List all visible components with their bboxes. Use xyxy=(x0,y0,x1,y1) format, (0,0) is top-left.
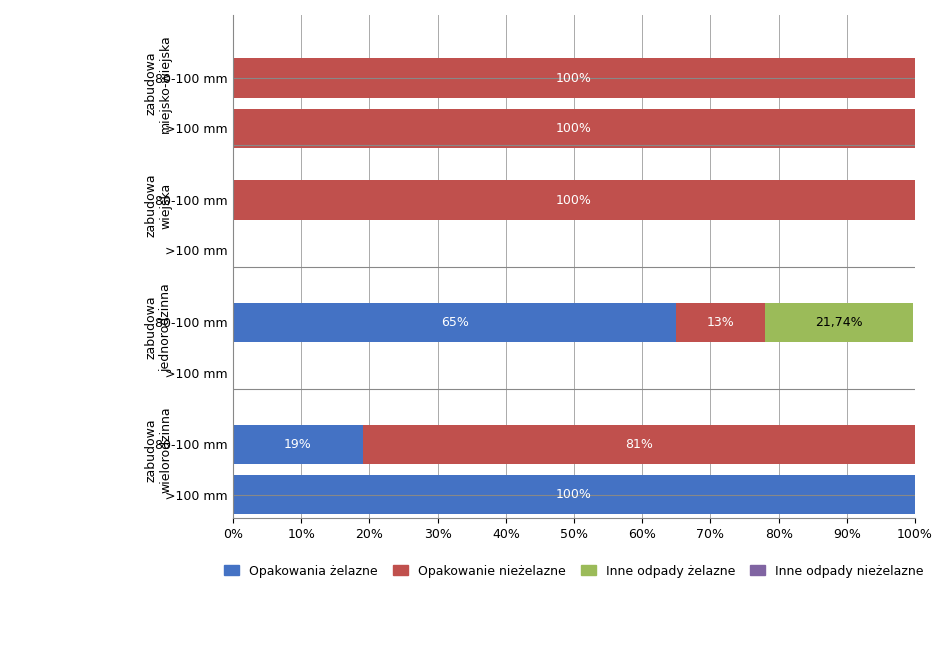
Text: 100%: 100% xyxy=(556,122,592,135)
Text: zabudowa
wiejska: zabudowa wiejska xyxy=(144,174,172,237)
Bar xyxy=(233,181,915,220)
Text: zabudowa
miejsko-wiejska: zabudowa miejsko-wiejska xyxy=(144,34,172,133)
Bar xyxy=(233,108,915,148)
Text: 100%: 100% xyxy=(556,194,592,207)
Bar xyxy=(765,302,913,342)
Text: 65%: 65% xyxy=(441,316,468,328)
Legend: Opakowania żelazne, Opakowanie nieżelazne, Inne odpady żelazne, Inne odpady nież: Opakowania żelazne, Opakowanie nieżelazn… xyxy=(219,560,929,583)
Bar xyxy=(233,475,915,514)
Bar xyxy=(233,58,915,98)
Bar xyxy=(233,424,363,464)
Text: 21,74%: 21,74% xyxy=(815,316,863,328)
Text: 100%: 100% xyxy=(556,72,592,85)
Text: 100%: 100% xyxy=(556,488,592,501)
Text: 81%: 81% xyxy=(625,438,653,451)
Text: 13%: 13% xyxy=(707,316,735,328)
Bar xyxy=(363,424,915,464)
Bar xyxy=(233,302,676,342)
Bar xyxy=(676,302,765,342)
Text: zabudowa
wielorodzinna: zabudowa wielorodzinna xyxy=(144,407,172,493)
Text: 19%: 19% xyxy=(284,438,312,451)
Text: zabudowa
jednorodzinna: zabudowa jednorodzinna xyxy=(144,283,172,372)
